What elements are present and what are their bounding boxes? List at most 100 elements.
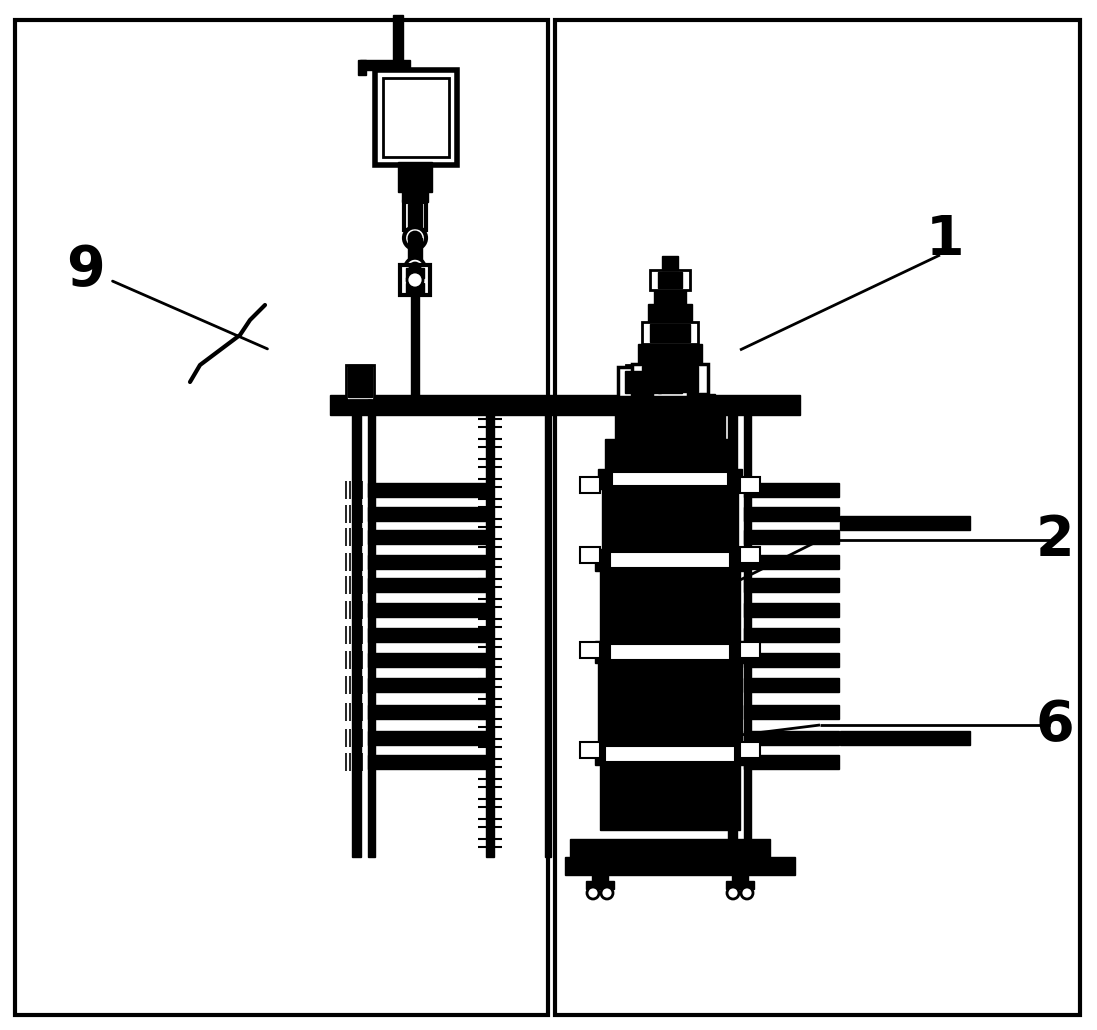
Bar (600, 571, 740, 641)
Bar (580, 742, 600, 758)
Bar (638, 344, 702, 364)
Circle shape (407, 272, 423, 288)
Circle shape (410, 263, 420, 273)
Bar (358, 60, 366, 75)
Bar (15, 20, 548, 1015)
Circle shape (340, 400, 350, 410)
Bar (367, 628, 486, 642)
Bar (740, 547, 760, 563)
Bar (840, 731, 970, 745)
Bar (728, 415, 737, 857)
Bar (367, 705, 486, 719)
Bar (744, 530, 839, 544)
Circle shape (565, 400, 575, 410)
Circle shape (405, 258, 425, 278)
Bar (744, 578, 839, 592)
Bar (651, 270, 690, 290)
Bar (625, 394, 715, 414)
Bar (400, 265, 430, 295)
Bar (642, 322, 698, 344)
Bar (580, 642, 600, 658)
Circle shape (665, 861, 675, 871)
Bar (367, 555, 486, 569)
Circle shape (770, 400, 780, 410)
Bar (555, 20, 1081, 1015)
Bar (595, 743, 745, 765)
Circle shape (780, 861, 790, 871)
Circle shape (601, 887, 613, 899)
Bar (408, 204, 422, 228)
Bar (402, 187, 428, 202)
Bar (744, 705, 839, 719)
Bar (627, 365, 652, 397)
Bar (610, 552, 730, 568)
Bar (411, 295, 419, 397)
Circle shape (475, 400, 485, 410)
Bar (744, 483, 839, 497)
Bar (367, 415, 375, 857)
Bar (486, 415, 494, 857)
Bar (744, 555, 839, 569)
Circle shape (587, 887, 599, 899)
Bar (661, 256, 678, 270)
Bar (744, 507, 839, 521)
Circle shape (635, 861, 645, 871)
Text: 6: 6 (1036, 698, 1074, 752)
Bar (740, 642, 760, 658)
Bar (346, 365, 374, 400)
Bar (330, 394, 800, 415)
Circle shape (635, 400, 645, 410)
Circle shape (740, 887, 753, 899)
Bar (592, 863, 608, 883)
Bar (840, 516, 970, 530)
Bar (600, 765, 740, 830)
Bar (383, 78, 449, 157)
Circle shape (755, 861, 765, 871)
Bar (740, 742, 760, 758)
Text: 2: 2 (1036, 513, 1074, 567)
Circle shape (715, 400, 725, 410)
Bar (406, 268, 425, 278)
Bar (367, 507, 486, 521)
Bar (625, 371, 661, 393)
Bar (602, 489, 738, 549)
Bar (744, 755, 839, 769)
Text: 9: 9 (66, 243, 104, 297)
Bar (580, 477, 600, 493)
Bar (367, 530, 486, 544)
Bar (658, 373, 682, 393)
Bar (352, 415, 361, 857)
Circle shape (745, 400, 755, 410)
Circle shape (704, 842, 716, 854)
Circle shape (725, 861, 735, 871)
Bar (651, 324, 690, 342)
Bar (375, 70, 457, 165)
Bar (615, 414, 725, 439)
Bar (406, 283, 425, 293)
Bar (744, 731, 839, 745)
Bar (610, 644, 730, 660)
Bar (618, 367, 668, 397)
Bar (744, 678, 839, 692)
Bar (586, 881, 614, 889)
Text: 1: 1 (926, 213, 964, 267)
Circle shape (675, 400, 685, 410)
Circle shape (624, 842, 636, 854)
Circle shape (425, 400, 436, 410)
Bar (595, 549, 745, 571)
Bar (740, 477, 760, 493)
Bar (732, 863, 748, 883)
Bar (606, 746, 735, 762)
Bar (612, 472, 728, 486)
Bar (348, 365, 372, 397)
Circle shape (365, 400, 375, 410)
Circle shape (584, 842, 596, 854)
Bar (658, 272, 682, 288)
Circle shape (744, 842, 756, 854)
Bar (598, 663, 742, 743)
Bar (626, 365, 654, 400)
Circle shape (664, 842, 676, 854)
Bar (398, 162, 432, 192)
Circle shape (727, 887, 739, 899)
Circle shape (606, 861, 615, 871)
